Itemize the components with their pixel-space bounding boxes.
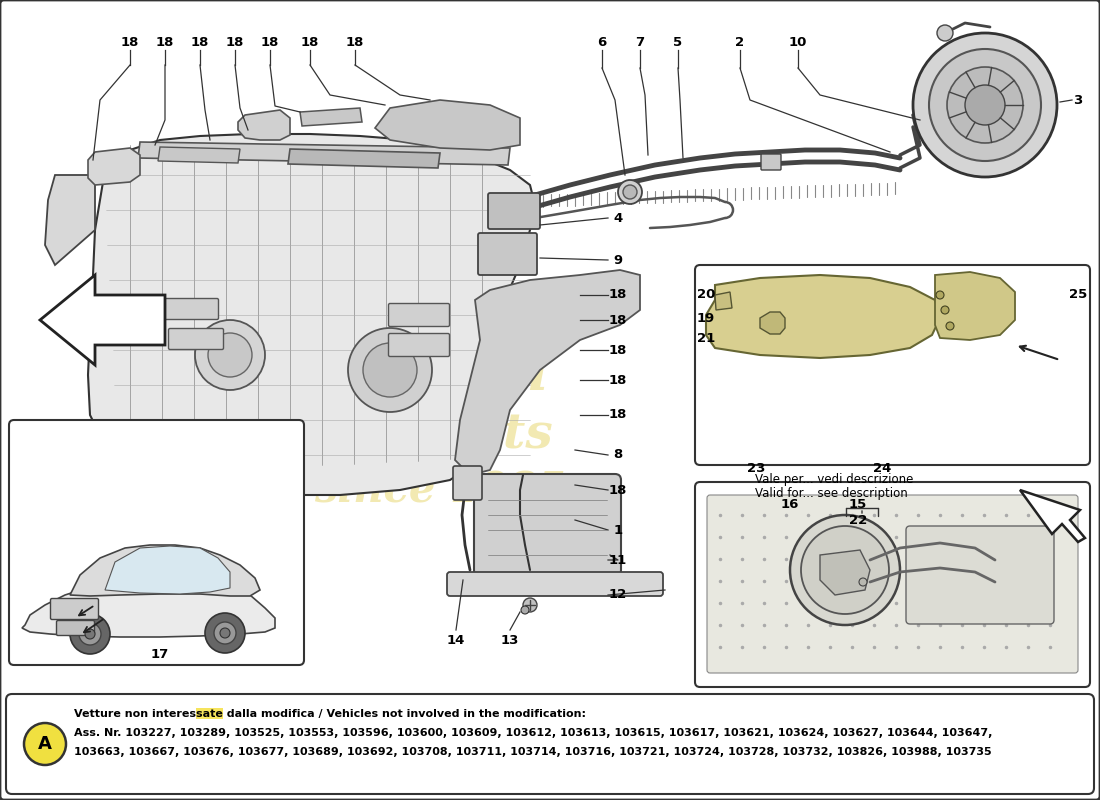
Circle shape	[623, 185, 637, 199]
FancyBboxPatch shape	[388, 334, 450, 357]
Text: 6: 6	[597, 35, 606, 49]
Polygon shape	[288, 149, 440, 168]
Circle shape	[24, 723, 66, 765]
Circle shape	[859, 578, 867, 586]
Polygon shape	[104, 546, 230, 594]
Polygon shape	[22, 580, 275, 637]
Polygon shape	[1020, 490, 1085, 542]
FancyBboxPatch shape	[695, 265, 1090, 465]
Text: europas: europas	[289, 282, 550, 338]
Text: 19: 19	[697, 311, 715, 325]
Polygon shape	[715, 292, 732, 310]
Circle shape	[70, 614, 110, 654]
Text: 16: 16	[781, 498, 800, 510]
Text: 17: 17	[151, 649, 169, 662]
Circle shape	[214, 622, 236, 644]
FancyBboxPatch shape	[164, 298, 219, 319]
Text: Valid for... see description: Valid for... see description	[755, 487, 907, 500]
Text: passion: passion	[312, 347, 548, 402]
Polygon shape	[706, 275, 940, 358]
Text: 9: 9	[614, 254, 623, 266]
Text: 11: 11	[609, 554, 627, 566]
Circle shape	[965, 85, 1005, 125]
Circle shape	[930, 49, 1041, 161]
Text: 14: 14	[447, 634, 465, 646]
FancyBboxPatch shape	[761, 154, 781, 170]
Text: 18: 18	[608, 409, 627, 422]
Text: 22: 22	[849, 514, 867, 526]
Text: 4: 4	[614, 211, 623, 225]
Circle shape	[940, 306, 949, 314]
Text: 2: 2	[736, 35, 745, 49]
Circle shape	[195, 320, 265, 390]
Polygon shape	[88, 148, 140, 185]
Polygon shape	[820, 550, 870, 595]
Text: 24: 24	[872, 462, 891, 474]
FancyBboxPatch shape	[474, 474, 621, 576]
Circle shape	[79, 623, 101, 645]
FancyBboxPatch shape	[6, 694, 1094, 794]
Circle shape	[208, 333, 252, 377]
FancyBboxPatch shape	[478, 233, 537, 275]
Circle shape	[205, 613, 245, 653]
Circle shape	[348, 328, 432, 412]
Polygon shape	[455, 270, 640, 475]
Circle shape	[913, 33, 1057, 177]
FancyBboxPatch shape	[196, 708, 223, 719]
Text: 18: 18	[300, 35, 319, 49]
Text: 18: 18	[608, 314, 627, 326]
Text: 18: 18	[261, 35, 279, 49]
FancyBboxPatch shape	[388, 303, 450, 326]
Circle shape	[521, 606, 529, 614]
Polygon shape	[158, 147, 240, 163]
Text: 3: 3	[1074, 94, 1082, 106]
Text: A: A	[39, 735, 52, 753]
Text: 18: 18	[190, 35, 209, 49]
Text: for parts: for parts	[317, 411, 553, 458]
Polygon shape	[238, 110, 290, 140]
Circle shape	[363, 343, 417, 397]
Text: 18: 18	[608, 289, 627, 302]
Polygon shape	[375, 100, 520, 150]
Polygon shape	[760, 312, 785, 334]
Text: Vetture non interessate dalla modifica / Vehicles not involved in the modificati: Vetture non interessate dalla modifica /…	[74, 709, 586, 719]
Polygon shape	[45, 175, 95, 265]
FancyBboxPatch shape	[447, 572, 663, 596]
Polygon shape	[300, 108, 362, 126]
Text: 23: 23	[747, 462, 766, 474]
FancyBboxPatch shape	[9, 420, 304, 665]
Circle shape	[522, 598, 537, 612]
Text: 5: 5	[673, 35, 683, 49]
Circle shape	[801, 526, 889, 614]
Text: 25: 25	[1069, 289, 1087, 302]
Text: 103663, 103667, 103676, 103677, 103689, 103692, 103708, 103711, 103714, 103716, : 103663, 103667, 103676, 103677, 103689, …	[74, 747, 991, 757]
Text: 18: 18	[608, 374, 627, 386]
Polygon shape	[88, 134, 535, 495]
Polygon shape	[935, 272, 1015, 340]
Circle shape	[937, 25, 953, 41]
Text: 21: 21	[697, 331, 715, 345]
Text: 18: 18	[345, 35, 364, 49]
Circle shape	[618, 180, 642, 204]
FancyBboxPatch shape	[168, 329, 223, 350]
Circle shape	[947, 67, 1023, 143]
Polygon shape	[40, 275, 165, 365]
Text: since 1985: since 1985	[315, 469, 565, 511]
Text: 15: 15	[849, 498, 867, 510]
FancyBboxPatch shape	[488, 193, 540, 229]
Polygon shape	[70, 545, 260, 596]
Text: 10: 10	[789, 35, 807, 49]
Circle shape	[220, 628, 230, 638]
FancyBboxPatch shape	[453, 466, 482, 500]
FancyBboxPatch shape	[906, 526, 1054, 624]
Text: Vale per... vedi descrizione: Vale per... vedi descrizione	[755, 473, 913, 486]
FancyBboxPatch shape	[707, 495, 1078, 673]
Text: 8: 8	[614, 449, 623, 462]
Circle shape	[946, 322, 954, 330]
Polygon shape	[138, 142, 510, 165]
FancyBboxPatch shape	[56, 621, 95, 635]
Text: 13: 13	[500, 634, 519, 646]
Circle shape	[85, 629, 95, 639]
Text: 20: 20	[696, 289, 715, 302]
